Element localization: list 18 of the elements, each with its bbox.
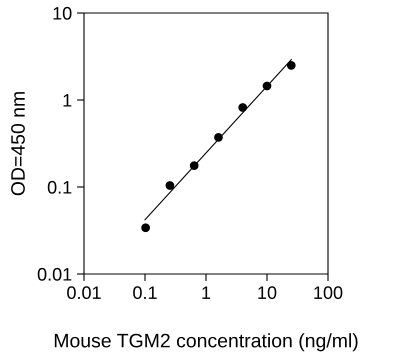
point (286, 61, 296, 70)
x-tick-label: 1 (202, 286, 210, 299)
x-tick-label: 0.1 (133, 286, 157, 300)
x-tick-label: 100 (314, 286, 342, 300)
point (262, 82, 272, 90)
point (214, 132, 223, 142)
y-tick-label: 10 (53, 6, 72, 20)
y-tick-label: 0.01 (38, 268, 72, 281)
x-tick-label: 0.01 (67, 286, 101, 300)
point (190, 161, 199, 170)
x-axis-title: Mouse TGM2 concentration (ng/ml) (54, 333, 358, 352)
y-axis-title: OD=450 nm (11, 92, 25, 196)
y-tick-label: 1 (64, 94, 72, 107)
point (238, 103, 248, 112)
y-tick-label: 0.1 (48, 180, 72, 194)
point (141, 223, 150, 232)
point (166, 181, 174, 190)
x-tick-label: 10 (258, 286, 276, 300)
